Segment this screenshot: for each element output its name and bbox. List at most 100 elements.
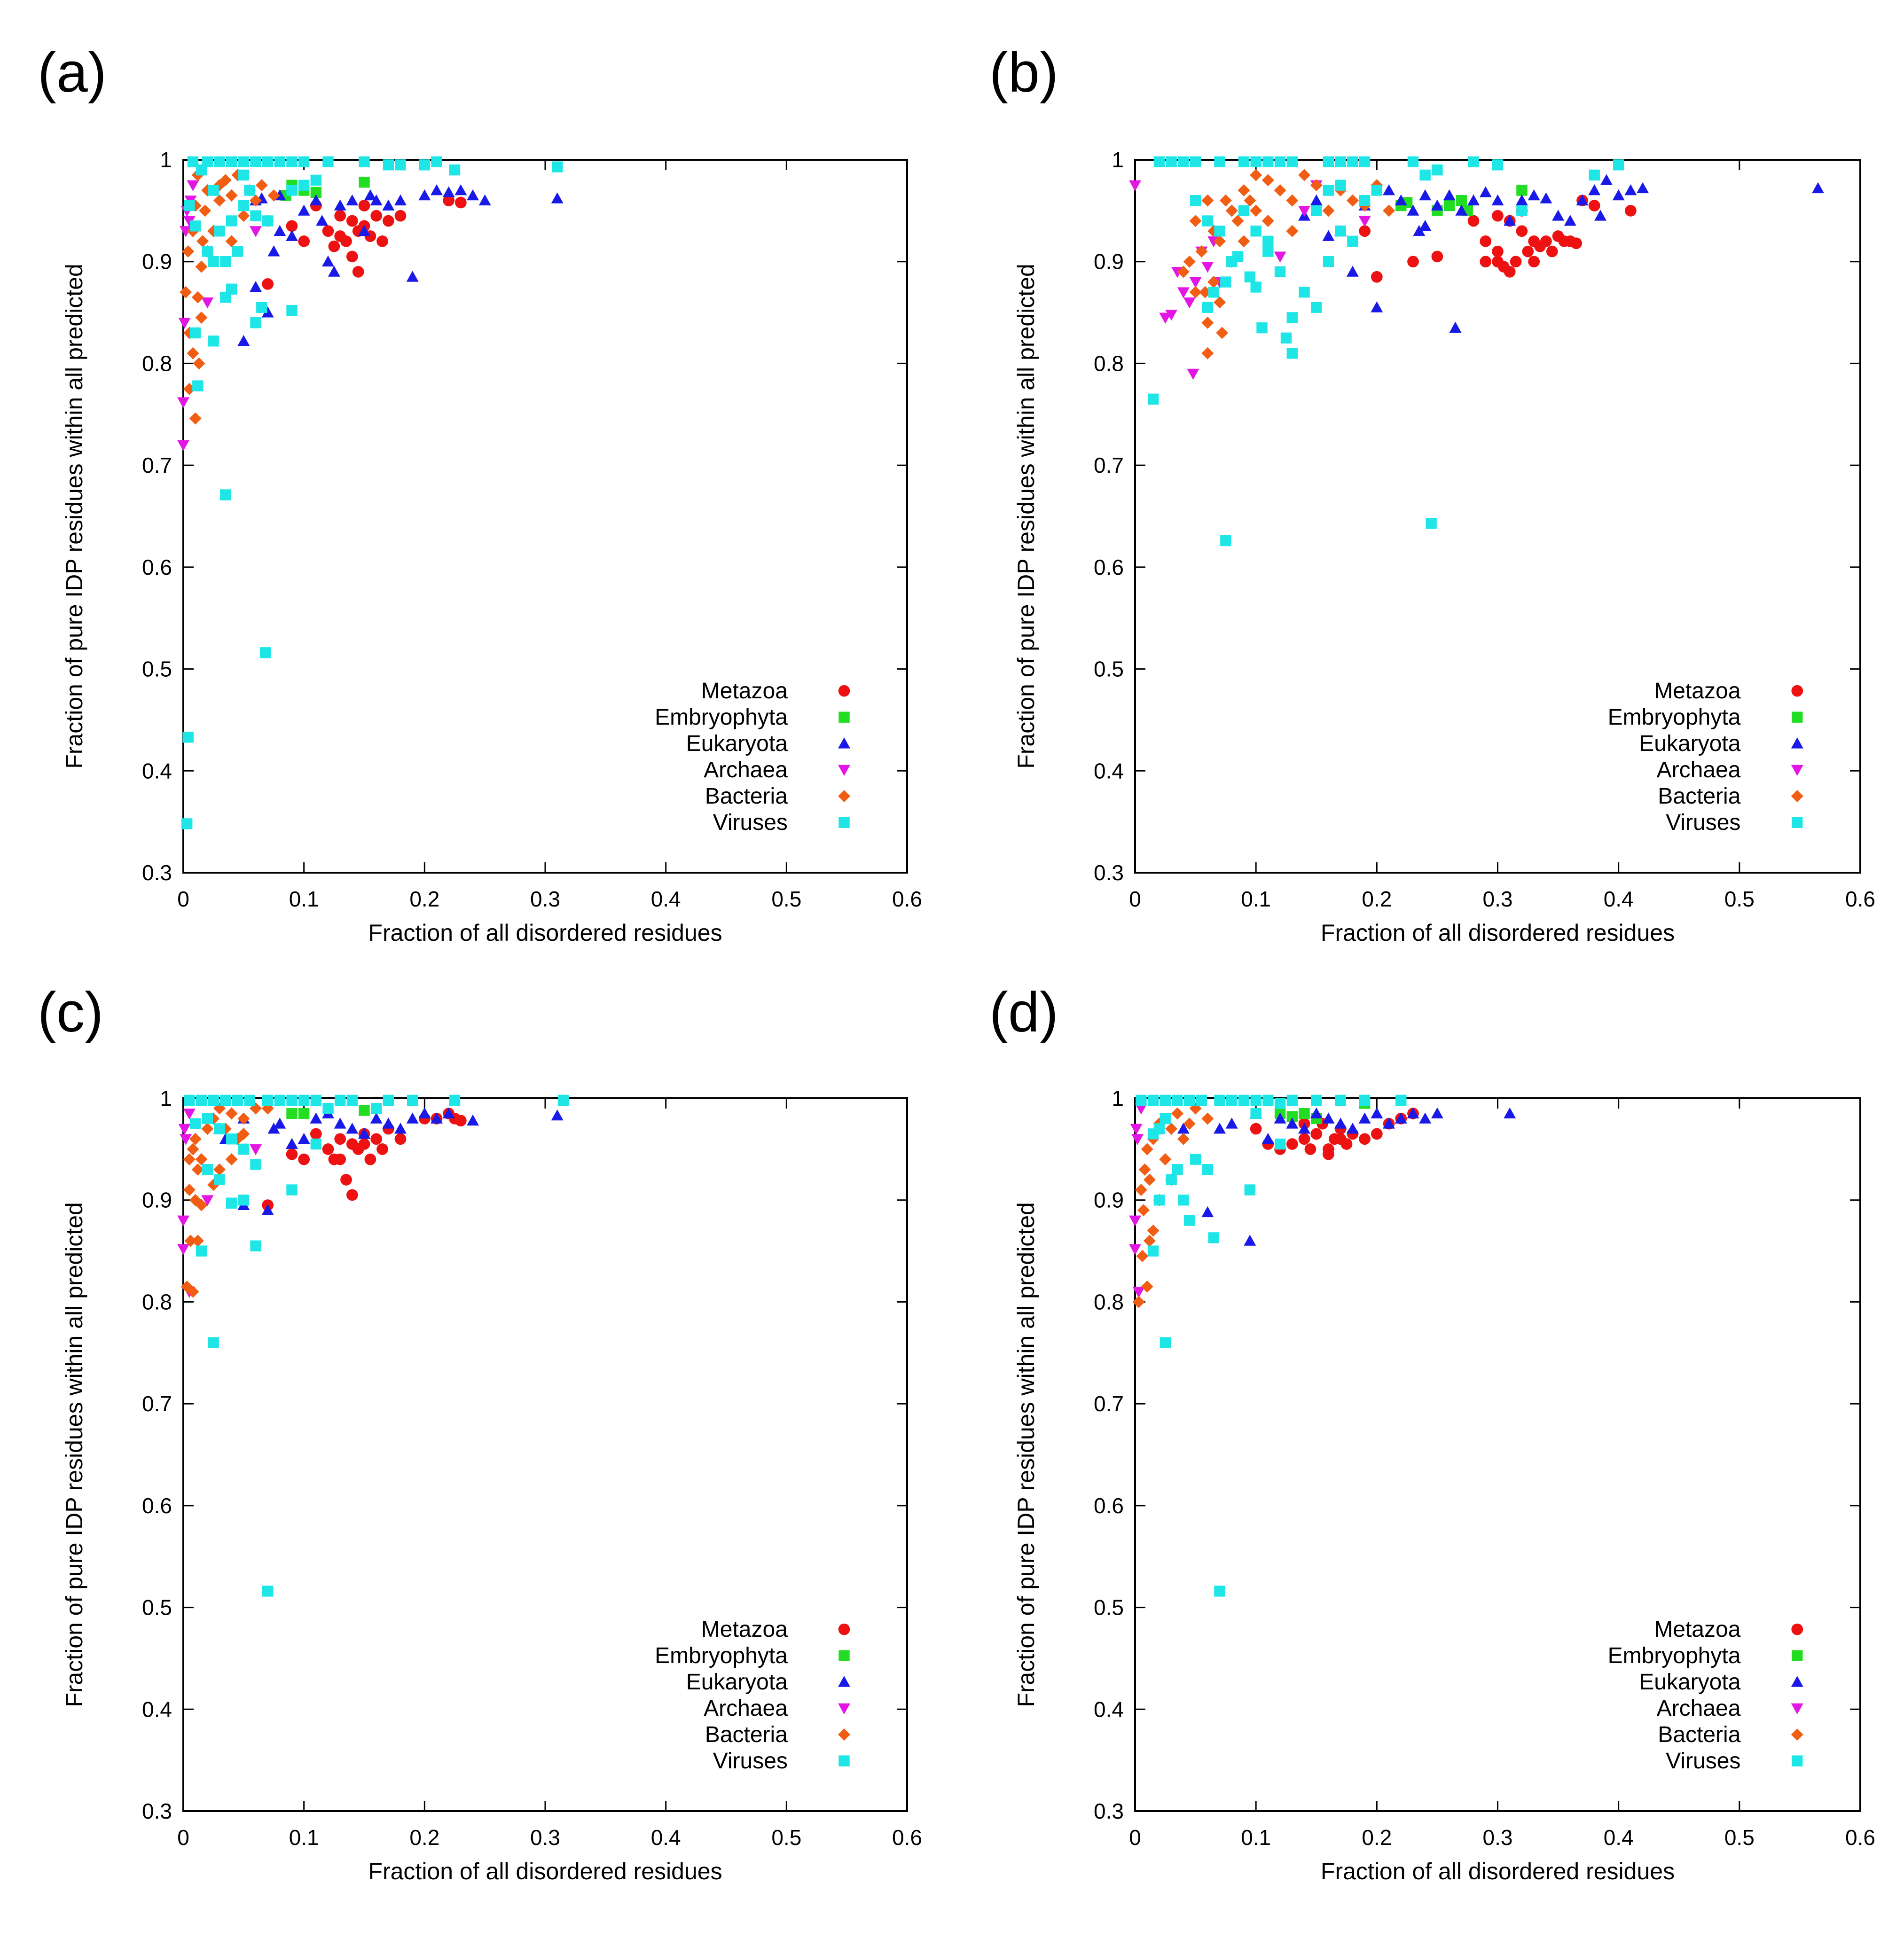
data-point-archaea [1131, 1134, 1144, 1145]
data-point-viruses [1323, 256, 1334, 267]
data-point-viruses [1147, 1245, 1159, 1257]
data-point-viruses [298, 1094, 310, 1106]
data-point-metazoa [1528, 256, 1540, 268]
data-point-eukaryota [1612, 189, 1625, 201]
data-point-eukaryota [1594, 210, 1607, 221]
data-point-metazoa [1480, 235, 1492, 247]
data-point-bacteria [255, 179, 268, 192]
panel-label-a: (a) [38, 41, 107, 104]
data-point-bacteria [1216, 327, 1229, 339]
y-tick-label: 1 [1112, 1086, 1124, 1110]
data-point-eukaryota [261, 306, 274, 318]
legend-label-bacteria: Bacteria [705, 784, 788, 809]
data-point-eukaryota [286, 1138, 298, 1149]
legend-label-eukaryota: Eukaryota [686, 1670, 788, 1695]
data-point-eukaryota [316, 215, 329, 226]
data-point-viruses [226, 1133, 237, 1145]
data-point-eukaryota [1491, 194, 1504, 206]
data-point-eukaryota [334, 199, 346, 211]
data-point-viruses [1426, 517, 1437, 529]
data-point-eukaryota [1407, 204, 1419, 216]
x-tick-label: 0.3 [530, 887, 560, 911]
data-point-eukaryota [1225, 1117, 1238, 1129]
data-point-eukaryota [394, 194, 407, 206]
data-point-eukaryota [274, 1117, 286, 1129]
data-point-embryophyta [310, 187, 322, 198]
data-point-viruses [1190, 156, 1201, 168]
data-point-viruses [1347, 235, 1358, 247]
data-point-viruses [196, 1094, 207, 1106]
data-point-viruses [187, 156, 199, 168]
data-point-viruses [1371, 185, 1383, 196]
data-point-archaea [183, 1109, 196, 1120]
data-point-metazoa [370, 210, 383, 222]
data-point-viruses [1359, 156, 1371, 168]
data-point-bacteria [1183, 255, 1196, 268]
data-point-viruses [274, 156, 286, 168]
data-point-bacteria [183, 1153, 196, 1166]
data-point-bacteria [213, 1163, 226, 1176]
data-point-viruses [1286, 312, 1298, 323]
legend: MetazoaEmbryophytaEukaryotaArchaeaBacter… [655, 679, 851, 835]
legend-label-eukaryota: Eukaryota [686, 731, 788, 756]
data-point-eukaryota [1286, 1117, 1299, 1129]
data-point-viruses [250, 1240, 261, 1251]
data-point-viruses [1262, 235, 1274, 247]
y-axis-title: Fraction of pure IDP residues within all… [1013, 264, 1039, 769]
data-point-bacteria [182, 245, 195, 258]
data-point-eukaryota [551, 192, 564, 203]
data-point-metazoa [286, 220, 298, 232]
data-point-bacteria [225, 1107, 238, 1120]
data-point-metazoa [454, 1115, 467, 1127]
data-point-viruses [310, 174, 322, 186]
data-point-metazoa [1371, 271, 1383, 283]
data-point-viruses [1208, 287, 1219, 298]
plot-frame [182, 159, 908, 874]
data-point-metazoa [443, 195, 455, 207]
legend-marker-bacteria [1791, 790, 1803, 803]
data-point-eukaryota [1322, 1112, 1335, 1124]
data-point-viruses [232, 1094, 243, 1106]
data-point-viruses [346, 1094, 358, 1106]
scatter-panel-4: 0 0.1 0.2 0.3 0.4 0.5 0.6 0.3 0.4 0.5 0.6 0.7 0.8 0.9… [1013, 1086, 1875, 1884]
data-point-bacteria [1310, 179, 1323, 192]
data-point-metazoa [346, 1189, 358, 1201]
data-point-eukaryota [1811, 182, 1824, 194]
data-point-embryophyta [1299, 1108, 1310, 1119]
series-embryophyta [286, 1105, 370, 1119]
data-point-metazoa [1504, 266, 1516, 278]
data-point-viruses [1226, 1094, 1238, 1106]
data-point-eukaryota [346, 1123, 359, 1134]
data-point-bacteria [1177, 266, 1190, 278]
x-tick-label: 0 [177, 887, 189, 911]
y-tick-label: 0.3 [1094, 860, 1124, 885]
data-point-bacteria [1383, 204, 1395, 217]
legend-marker-metazoa [838, 685, 850, 697]
y-tick-label: 0.7 [1094, 1391, 1124, 1416]
data-point-viruses [1153, 1123, 1165, 1134]
data-point-eukaryota [322, 255, 334, 267]
data-point-archaea [177, 397, 189, 408]
data-point-eukaryota [1395, 1112, 1407, 1124]
series-viruses [181, 156, 563, 829]
data-point-viruses [232, 246, 243, 257]
data-point-archaea [187, 180, 199, 192]
data-point-eukaryota [1310, 194, 1323, 206]
legend-label-embryophyta: Embryophyta [1608, 705, 1741, 730]
data-point-eukaryota [267, 245, 280, 257]
data-point-viruses [1190, 1154, 1201, 1165]
data-point-viruses [202, 246, 213, 257]
data-point-bacteria [250, 194, 262, 207]
y-tick-label: 0.8 [1094, 351, 1124, 375]
scatter-panel-2: 0 0.1 0.2 0.3 0.4 0.5 0.6 0.3 0.4 0.5 0.6 0.7 0.8 0.9… [1013, 148, 1875, 946]
y-tick-label: 0.9 [1094, 1188, 1124, 1212]
data-point-eukaryota [1419, 219, 1432, 231]
y-tick-label: 1 [160, 148, 172, 172]
data-point-eukaryota [1244, 1235, 1256, 1246]
x-tick-label: 0 [1129, 1825, 1141, 1850]
data-point-metazoa [1323, 1148, 1334, 1160]
plot-frame [182, 1097, 908, 1812]
data-point-bacteria [1159, 1153, 1172, 1166]
legend-label-embryophyta: Embryophyta [1608, 1643, 1741, 1668]
data-point-eukaryota [310, 1112, 322, 1124]
